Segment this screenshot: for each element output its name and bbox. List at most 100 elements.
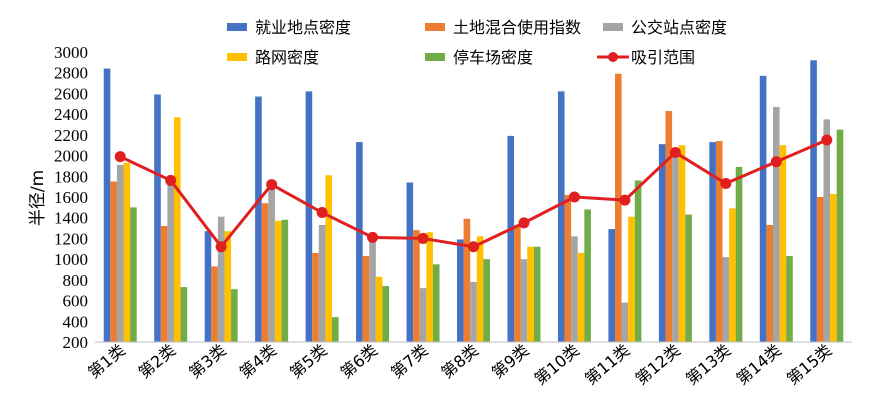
legend-swatch	[603, 23, 623, 31]
bar-4-15	[830, 193, 837, 342]
bar-5-9	[533, 246, 541, 342]
bar-3-6	[369, 233, 376, 342]
bar-3-1	[116, 164, 124, 342]
bar-3-14	[773, 106, 780, 342]
y-tick-label: 2800	[54, 64, 88, 83]
bar-5-7	[432, 264, 440, 342]
bar-2-14	[766, 224, 773, 342]
bar-2-7	[413, 230, 420, 342]
bar-1-11	[608, 229, 615, 342]
x-tick-label: 第7类	[387, 341, 432, 383]
line-point-14	[770, 156, 782, 168]
line-point-4	[266, 179, 278, 191]
bar-3-15	[823, 119, 831, 342]
legend-label: 公交站点密度	[631, 18, 727, 37]
bar-2-1	[110, 181, 117, 342]
bar-5-10	[584, 209, 591, 342]
bar-1-14	[759, 75, 767, 342]
bars	[103, 60, 844, 343]
bar-5-12	[685, 214, 692, 342]
bar-5-13	[735, 166, 743, 342]
bar-5-2	[180, 287, 188, 342]
y-tick-label: 1800	[54, 167, 88, 186]
bar-5-3	[231, 289, 238, 342]
y-tick-label: 2200	[54, 126, 88, 145]
x-tick-label: 第11类	[581, 341, 633, 389]
line-point-1	[114, 151, 126, 163]
legend-label: 就业地点密度	[255, 18, 351, 37]
bar-3-11	[621, 302, 629, 342]
bar-2-13	[715, 141, 723, 342]
bar-5-8	[483, 259, 490, 342]
y-tick-label: 2000	[54, 147, 88, 166]
line-point-12	[669, 146, 681, 158]
bar-5-1	[130, 207, 137, 342]
bar-1-15	[810, 60, 817, 342]
legend-swatch	[227, 23, 247, 31]
x-tick-label: 第13类	[682, 341, 734, 389]
x-tick-label: 第15类	[783, 341, 835, 389]
bar-4-2	[174, 117, 181, 342]
bar-5-5	[332, 317, 339, 342]
legend-item: 路网密度	[227, 48, 319, 67]
bar-4-13	[729, 208, 736, 342]
y-tick-label: 600	[63, 292, 89, 311]
bar-1-3	[204, 231, 212, 342]
bar-5-11	[634, 180, 642, 342]
bar-3-7	[419, 288, 427, 342]
x-tick-label: 第5类	[286, 341, 331, 383]
legend-item: 就业地点密度	[227, 18, 351, 37]
y-tick-label: 200	[63, 333, 89, 352]
x-tick-label: 第3类	[185, 341, 230, 383]
bar-4-7	[426, 232, 433, 342]
line-point-3	[215, 241, 227, 253]
bar-3-5	[318, 224, 326, 342]
bar-1-1	[103, 68, 111, 342]
bar-1-5	[305, 91, 313, 342]
bar-4-11	[628, 216, 635, 342]
x-tick-label: 第6类	[337, 341, 382, 383]
bar-4-10	[577, 252, 585, 342]
bar-4-14	[779, 145, 787, 342]
legend-label: 吸引范围	[631, 48, 695, 67]
y-tick-label: 2400	[54, 105, 88, 124]
x-tick-label: 第2类	[135, 341, 180, 383]
x-tick-label: 第10类	[531, 341, 583, 389]
line-point-15	[821, 134, 833, 146]
legend-swatch	[425, 23, 445, 31]
line-point-8	[468, 241, 479, 253]
bar-4-3	[224, 231, 232, 342]
bar-1-2	[154, 94, 161, 343]
bar-5-6	[382, 286, 390, 342]
legend-label: 停车场密度	[453, 48, 533, 67]
bar-2-11	[615, 73, 622, 342]
x-tick-label: 第4类	[236, 341, 281, 383]
bar-2-8	[463, 218, 471, 342]
attraction-range-line	[114, 134, 833, 253]
line-point-10	[568, 191, 580, 203]
y-tick-label: 1000	[54, 250, 88, 269]
bar-3-2	[167, 176, 174, 342]
bar-1-4	[255, 96, 262, 342]
x-tick-label: 第12类	[632, 341, 684, 389]
bar-4-9	[527, 246, 534, 342]
y-tick-label: 800	[63, 271, 89, 290]
bar-4-5	[325, 175, 332, 342]
legend-label: 土地混合使用指数	[453, 18, 581, 37]
legend-item: 停车场密度	[425, 48, 533, 67]
legend-marker	[608, 52, 618, 62]
bar-2-12	[665, 111, 673, 342]
legend-item: 吸引范围	[597, 48, 695, 67]
bar-1-13	[709, 142, 716, 342]
y-tick-label: 1200	[54, 229, 88, 248]
x-tick-label: 第1类	[84, 341, 129, 383]
bar-2-10	[564, 194, 572, 342]
bar-3-8	[470, 281, 477, 342]
bar-2-6	[362, 256, 370, 342]
y-tick-label: 1600	[54, 188, 88, 207]
bar-3-13	[722, 257, 730, 342]
bar-2-5	[312, 252, 319, 342]
